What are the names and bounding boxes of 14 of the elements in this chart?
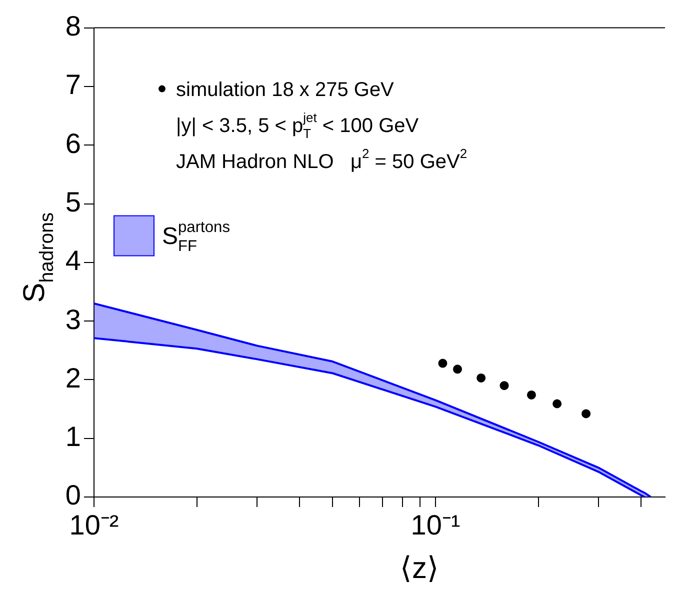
y-tick-label: 3: [65, 304, 81, 335]
y-tick-label: 8: [65, 10, 81, 42]
y-tick-label: 1: [65, 421, 81, 452]
y-axis-title: Shadrons: [18, 212, 58, 303]
y-tick-label: 5: [65, 186, 81, 218]
y-tick-label: 2: [65, 362, 81, 394]
y-tick-label: 4: [65, 245, 81, 276]
x-tick-label: 10⁻¹: [410, 510, 460, 541]
y-tick-label: 7: [65, 69, 81, 100]
x-axis-title: ⟨z⟩: [400, 552, 439, 585]
y-tick-label: 6: [65, 128, 81, 159]
y-tick-label: 0: [65, 480, 81, 511]
x-tick-label: 10⁻²: [69, 510, 119, 541]
legend-label: simulation 18 x 275 GeV: [176, 78, 395, 101]
